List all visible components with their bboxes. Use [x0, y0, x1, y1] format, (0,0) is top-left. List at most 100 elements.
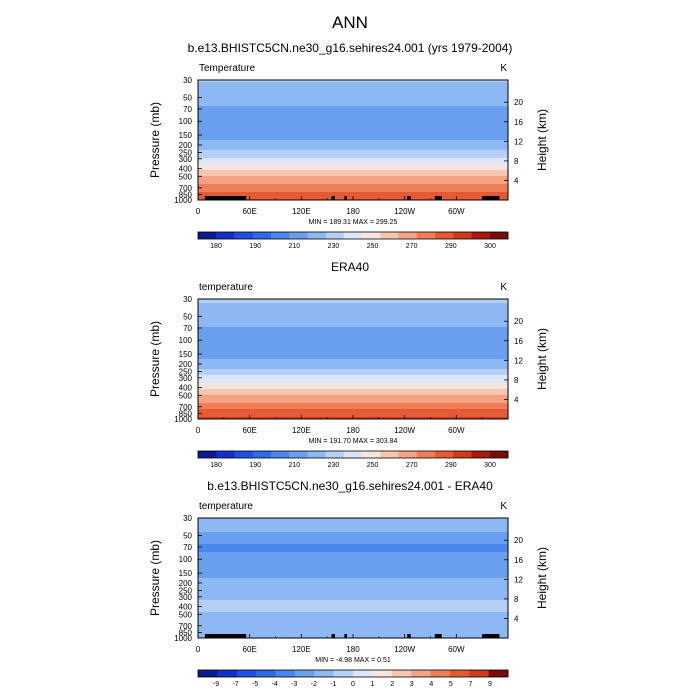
contour-band [198, 301, 508, 304]
colorbar-label: -9 [213, 681, 219, 688]
colorbar-frame [197, 669, 509, 678]
contour-band [198, 586, 508, 589]
colorbar-box [256, 670, 276, 677]
x-tick-label: 180 [346, 207, 360, 216]
colorbar-box [372, 670, 393, 677]
colorbar-box [307, 232, 326, 239]
right-tick-label: 12 [514, 137, 523, 146]
contour-band [198, 329, 508, 332]
contour-band [198, 337, 508, 340]
colorbar-label: 7 [468, 681, 472, 688]
colorbar-label: 210 [288, 243, 300, 250]
y-tick-label: 850 [179, 190, 193, 199]
colorbar-box [325, 232, 345, 239]
colorbar-label: 210 [288, 462, 300, 469]
topography [434, 634, 442, 638]
contour-band [198, 120, 508, 123]
y-tick-label: 30 [183, 76, 192, 85]
x-tick-label: 60W [448, 207, 465, 216]
x-tick-label: 60E [243, 645, 257, 654]
topography [434, 196, 442, 200]
contour-band [198, 128, 508, 131]
colorbar-box [435, 451, 454, 458]
contour-band [198, 188, 508, 191]
colorbar-box [362, 451, 381, 458]
y-tick-label: 700 [179, 622, 193, 631]
stats-label: MIN = 189.31 MAX = 299.25 [309, 219, 398, 226]
stats-label: MIN = 191.70 MAX = 303.84 [309, 438, 398, 445]
contour-band [198, 192, 508, 195]
contour-bands [198, 518, 508, 638]
contour-band [198, 136, 508, 139]
y-tick-label: 250 [179, 368, 193, 377]
contour-band [198, 315, 508, 318]
contour-band [198, 299, 508, 302]
y-tick-label: 200 [179, 579, 193, 588]
x-tick-label: 0 [196, 426, 201, 435]
contour-band [198, 606, 508, 609]
contour-band [198, 600, 508, 603]
contour-band [198, 186, 508, 189]
contour-band [198, 548, 508, 551]
colorbar-box [435, 232, 454, 239]
contour-band [198, 106, 508, 109]
colorbar-box [216, 451, 235, 458]
contour-band [198, 528, 508, 531]
contour-bands [198, 299, 508, 419]
right-tick-label: 8 [514, 595, 519, 604]
y-tick-label: 300 [179, 155, 193, 164]
contour-band [198, 343, 508, 346]
colorbar-box [275, 670, 296, 677]
contour-band [198, 578, 508, 581]
contour-band [198, 170, 508, 173]
figure-title: ANN [332, 13, 368, 32]
contour-band [198, 522, 508, 525]
contour-band [198, 596, 508, 599]
y-tick-label: 400 [179, 165, 193, 174]
contour-band [198, 361, 508, 364]
colorbar-box [380, 232, 399, 239]
contour-band [198, 594, 508, 597]
contour-band [198, 142, 508, 145]
contour-band [198, 407, 508, 410]
x-tick-label: 180 [346, 645, 360, 654]
contour-band [198, 84, 508, 87]
y-tick-label: 700 [179, 403, 193, 412]
contour-band [198, 590, 508, 593]
colorbar-label: 0 [351, 681, 355, 688]
colorbar-label: 3 [410, 681, 414, 688]
contour-band [198, 560, 508, 563]
colorbar-label: 9 [488, 681, 492, 688]
contour-band [198, 132, 508, 135]
colorbar-box [234, 232, 254, 239]
topography [216, 634, 247, 638]
colorbar-box [314, 670, 334, 677]
contour-band [198, 520, 508, 523]
colorbar-label: 230 [328, 462, 340, 469]
contour-band [198, 156, 508, 159]
y-tick-label: 500 [179, 610, 193, 619]
contour-band [198, 564, 508, 567]
contour-band [198, 110, 508, 113]
colorbar-box [453, 232, 472, 239]
contour-band [198, 532, 508, 535]
y-tick-label: 100 [179, 117, 193, 126]
contour-band [198, 405, 508, 408]
right-tick-label: 4 [514, 176, 519, 185]
contour-band [198, 608, 508, 611]
contour-band [198, 534, 508, 537]
y-tick-label: 50 [183, 531, 192, 540]
contour-band [198, 345, 508, 348]
contour-band [198, 317, 508, 320]
contour-band [198, 100, 508, 103]
contour-band [198, 568, 508, 571]
contour-band [198, 572, 508, 575]
contour-band [198, 562, 508, 565]
colorbar-box [216, 232, 235, 239]
contour-band [198, 620, 508, 623]
x-tick-label: 60E [243, 207, 257, 216]
contour-band [198, 542, 508, 545]
colorbar-label: 190 [249, 462, 261, 469]
x-tick-label: 0 [196, 645, 201, 654]
field-label: temperature [199, 501, 253, 512]
